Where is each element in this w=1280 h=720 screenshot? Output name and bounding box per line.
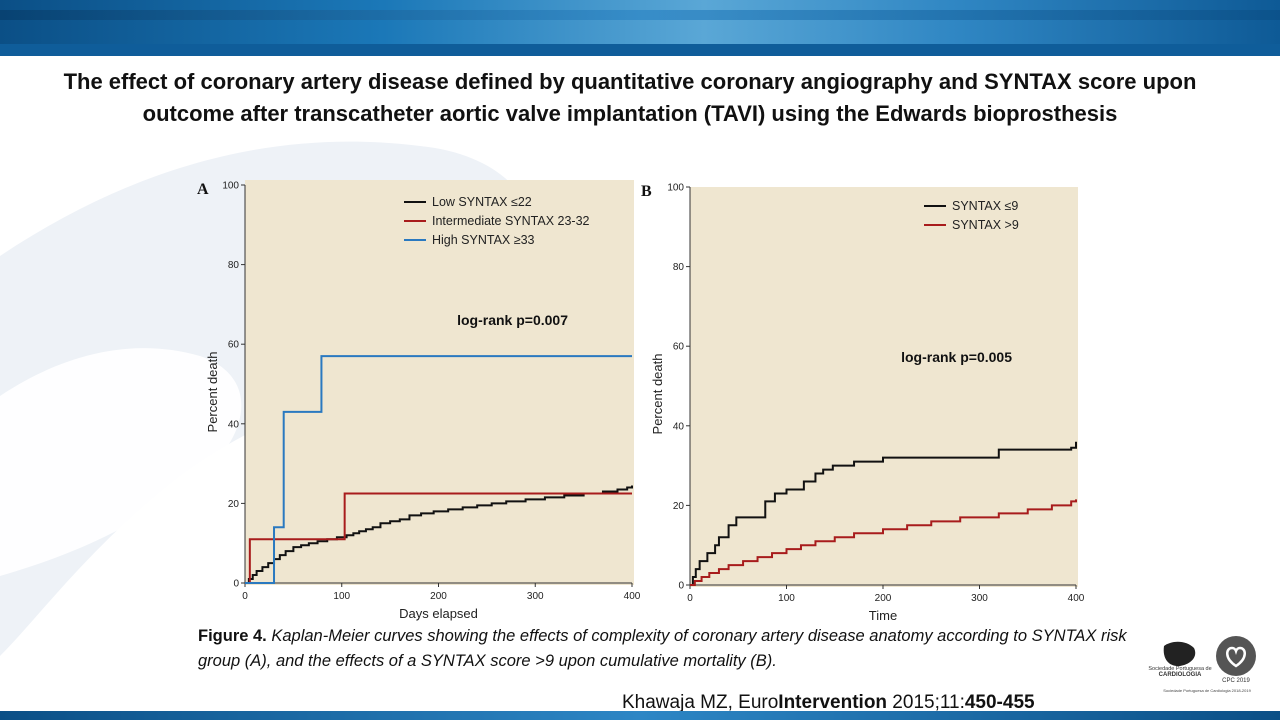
y-tick-label: 40 xyxy=(673,421,685,432)
y-axis-label: Percent death xyxy=(650,354,665,435)
citation-author: Khawaja MZ, Euro xyxy=(622,692,779,713)
legend-label: High SYNTAX ≥33 xyxy=(432,233,535,247)
legend-label: Intermediate SYNTAX 23-32 xyxy=(432,214,590,228)
legend-label: Low SYNTAX ≤22 xyxy=(432,195,532,209)
footer-bar xyxy=(0,711,1280,720)
x-tick-label: 400 xyxy=(624,591,641,602)
x-tick-label: 300 xyxy=(971,593,988,604)
y-tick-label: 100 xyxy=(222,181,239,192)
chart-panel-A: 0 20 40 60 80 100 0 100 200 300 400 Days elapsed Per… xyxy=(197,180,641,621)
series-line-2 xyxy=(690,499,1077,586)
spc-logo-icon xyxy=(1163,641,1196,667)
heart-icon xyxy=(1226,646,1246,668)
series-line-1 xyxy=(245,485,633,584)
citation-year-volume: 2015;11: xyxy=(887,692,965,713)
x-tick-label: 400 xyxy=(1068,593,1085,604)
chart-panel-B: 0 20 40 60 80 100 0 100 200 300 400 Time Percent dea… xyxy=(641,183,1085,624)
x-tick-label: 0 xyxy=(687,593,693,604)
x-tick-label: 200 xyxy=(430,591,447,602)
log-rank-annotation: log-rank p=0.005 xyxy=(901,349,1012,365)
x-tick-label: 200 xyxy=(875,593,892,604)
header-banner xyxy=(0,0,1280,56)
y-tick-label: 20 xyxy=(228,499,240,510)
x-tick-label: 300 xyxy=(527,591,544,602)
slide-title: The effect of coronary artery disease de… xyxy=(63,69,1197,126)
cpc-logo-icon xyxy=(1216,636,1256,676)
y-tick-label: 0 xyxy=(678,581,684,592)
figure-label: Figure 4. xyxy=(198,627,267,645)
cpc-logo-text: CPC 2019 xyxy=(1222,678,1250,684)
x-axis-label: Time xyxy=(869,608,897,623)
panel-label: A xyxy=(197,181,209,198)
y-tick-label: 60 xyxy=(228,340,240,351)
y-tick-label: 20 xyxy=(673,501,685,512)
citation-journal: Intervention xyxy=(778,692,888,713)
citation: Khawaja MZ, EuroIntervention 2015;11:450… xyxy=(622,692,1035,714)
x-tick-label: 100 xyxy=(333,591,350,602)
spc-logo-text: Sociedade Portuguesa de CARDIOLOGIA xyxy=(1148,666,1212,678)
x-axis-label: Days elapsed xyxy=(399,606,478,621)
legend-label: SYNTAX >9 xyxy=(952,218,1019,232)
caption-text: Kaplan-Meier curves showing the effects … xyxy=(198,627,1127,670)
panel-label: B xyxy=(641,183,652,200)
figure-caption: Figure 4. Kaplan-Meier curves showing th… xyxy=(198,624,1148,674)
y-tick-label: 80 xyxy=(228,260,240,271)
logo-footer-text: Sociedade Portuguesa de Cardiologia 2018… xyxy=(1163,688,1251,693)
y-tick-label: 40 xyxy=(228,419,240,430)
banner-strip xyxy=(0,10,1280,20)
y-tick-label: 80 xyxy=(673,262,685,273)
legend-label: SYNTAX ≤9 xyxy=(952,199,1018,213)
y-axis-label: Percent death xyxy=(205,352,220,433)
plot-background xyxy=(245,180,634,585)
x-tick-label: 0 xyxy=(242,591,248,602)
y-tick-label: 100 xyxy=(667,183,684,194)
x-tick-label: 100 xyxy=(778,593,795,604)
series-line-3 xyxy=(245,355,632,584)
banner-lower-band xyxy=(0,44,1280,56)
series-line-1 xyxy=(690,441,1077,586)
log-rank-annotation: log-rank p=0.007 xyxy=(457,312,568,328)
plot-background xyxy=(690,187,1078,587)
y-tick-label: 0 xyxy=(233,579,239,590)
citation-pages: 450-455 xyxy=(964,692,1035,713)
y-tick-label: 60 xyxy=(673,342,685,353)
